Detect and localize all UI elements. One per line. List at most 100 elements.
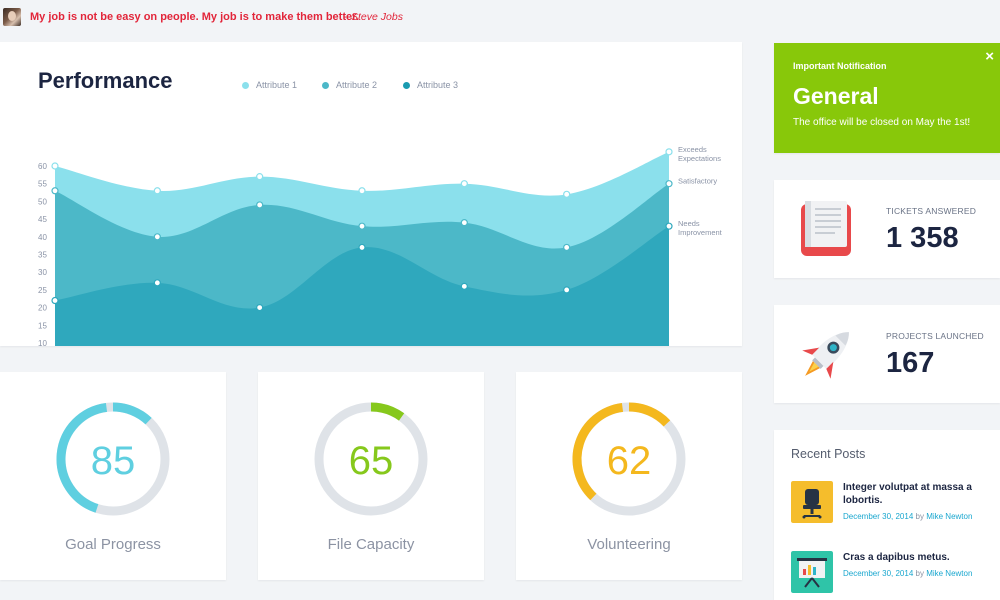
gauge-arc xyxy=(370,402,405,421)
y-tick-label: 20 xyxy=(38,304,47,313)
stat-card-tickets: TICKETS ANSWERED 1 358 xyxy=(774,180,1000,278)
post-title[interactable]: Cras a dapibus metus. xyxy=(843,552,950,563)
data-point-series-3[interactable] xyxy=(460,282,468,290)
stat-value: 167 xyxy=(886,347,935,379)
y-tick-label: 10 xyxy=(38,339,47,346)
data-point-series-3[interactable] xyxy=(358,243,366,252)
data-point-series-1[interactable] xyxy=(256,173,264,181)
gauge-value: 62 xyxy=(606,439,652,483)
y-tick-label: 40 xyxy=(38,233,47,242)
close-icon[interactable]: × xyxy=(985,48,994,65)
recent-posts-title: Recent Posts xyxy=(791,447,866,461)
post-title[interactable]: Integer volutpat at massa a lobortis. xyxy=(843,482,972,506)
post-by: by xyxy=(915,569,924,578)
list-item[interactable]: Cras a dapibus metus. December 30, 2014 … xyxy=(791,551,991,599)
gauge-label: Goal Progress xyxy=(65,536,161,553)
stat-value: 1 358 xyxy=(886,222,959,254)
data-point-series-2[interactable] xyxy=(51,187,59,195)
data-point-series-1[interactable] xyxy=(563,190,571,198)
data-point-series-2[interactable] xyxy=(563,243,571,252)
legend-item-attribute-1[interactable]: Attribute 1 xyxy=(242,80,297,90)
gauge-arc xyxy=(112,402,152,425)
post-author[interactable]: Mike Newton xyxy=(926,512,973,521)
gauge-value: 65 xyxy=(348,439,394,483)
data-point-series-1[interactable] xyxy=(153,187,161,195)
data-point-series-2[interactable] xyxy=(665,180,673,188)
y-tick-label: 15 xyxy=(38,321,47,330)
data-point-series-3[interactable] xyxy=(563,286,571,294)
office-chair-icon xyxy=(791,481,833,523)
right-axis-label: Needs xyxy=(678,219,700,228)
quote-separator: - xyxy=(343,11,347,23)
legend-label: Attribute 3 xyxy=(417,80,459,90)
data-point-series-1[interactable] xyxy=(51,162,59,170)
post-meta: December 30, 2014 by Mike Newton xyxy=(843,512,972,521)
post-meta: December 30, 2014 by Mike Newton xyxy=(843,569,972,578)
y-tick-label: 25 xyxy=(38,286,47,295)
legend-dot xyxy=(403,81,410,89)
gauge-arc xyxy=(56,402,108,513)
stat-label: PROJECTS LAUNCHED xyxy=(886,331,984,341)
stat-label: TICKETS ANSWERED xyxy=(886,206,977,216)
gauge-ring xyxy=(314,402,428,516)
legend-dot xyxy=(242,81,249,89)
performance-title: Performance xyxy=(38,68,173,93)
y-tick-label: 55 xyxy=(38,180,47,189)
gauge-label: Volunteering xyxy=(587,536,671,553)
data-point-series-2[interactable] xyxy=(153,233,161,241)
gauge-value: 85 xyxy=(90,439,136,483)
notification-card: × Important Notification General The off… xyxy=(774,43,1000,153)
quote-author: Steve Jobs xyxy=(351,11,403,23)
notification-heading: Important Notification xyxy=(793,61,887,71)
right-axis-label: Expectations xyxy=(678,154,721,163)
data-point-series-3[interactable] xyxy=(153,279,161,287)
post-date: December 30, 2014 xyxy=(843,569,914,578)
y-tick-label: 60 xyxy=(38,162,47,171)
data-point-series-2[interactable] xyxy=(460,219,468,227)
gauge-label: File Capacity xyxy=(327,536,415,553)
right-axis-label: Improvement xyxy=(678,228,723,237)
legend-item-attribute-3[interactable]: Attribute 3 xyxy=(403,80,458,90)
gauge-card-volunteering: 62 Volunteering xyxy=(516,372,742,580)
legend-item-attribute-2[interactable]: Attribute 2 xyxy=(322,80,377,90)
notebook-icon xyxy=(801,201,851,256)
gauge-card-goal-progress: 85 Goal Progress xyxy=(0,372,226,580)
performance-chart: 1015202530354045505560Label 0Label 0Labe… xyxy=(38,145,723,346)
data-point-series-3[interactable] xyxy=(51,296,59,305)
presentation-board-icon xyxy=(791,551,833,593)
legend-label: Attribute 2 xyxy=(336,80,378,90)
y-tick-label: 35 xyxy=(38,251,47,260)
right-axis-label: Satisfactory xyxy=(678,177,717,186)
y-tick-label: 45 xyxy=(38,215,47,224)
gauge-ring xyxy=(572,402,686,516)
data-point-series-2[interactable] xyxy=(358,222,366,230)
legend-dot xyxy=(322,81,329,89)
gauge-arc xyxy=(628,402,671,427)
gauge-ring xyxy=(56,402,170,516)
y-tick-label: 30 xyxy=(38,268,47,277)
post-date: December 30, 2014 xyxy=(843,512,914,521)
notification-title: General xyxy=(793,83,879,109)
data-point-series-1[interactable] xyxy=(460,180,468,188)
recent-posts-card: Recent Posts Integer volutpat at massa a… xyxy=(774,430,1000,600)
stat-card-projects: PROJECTS LAUNCHED 167 xyxy=(774,305,1000,403)
gauge-arc xyxy=(572,402,624,501)
author-avatar xyxy=(3,8,21,26)
area-series-3 xyxy=(55,226,669,346)
quote-text: My job is not be easy on people. My job … xyxy=(30,11,359,23)
post-author[interactable]: Mike Newton xyxy=(926,569,973,578)
data-point-series-3[interactable] xyxy=(665,222,673,230)
rocket-icon xyxy=(802,332,849,379)
legend-label: Attribute 1 xyxy=(256,80,298,90)
notification-body: The office will be closed on May the 1st… xyxy=(793,117,971,128)
performance-card: 1015202530354045505560Label 0Label 0Labe… xyxy=(0,42,742,346)
data-point-series-3[interactable] xyxy=(256,304,264,312)
data-point-series-1[interactable] xyxy=(358,187,366,195)
data-point-series-1[interactable] xyxy=(665,148,673,156)
data-point-series-2[interactable] xyxy=(256,201,264,209)
y-tick-label: 50 xyxy=(38,197,47,206)
post-by: by xyxy=(915,512,924,521)
list-item[interactable]: Integer volutpat at massa a lobortis. De… xyxy=(791,481,991,529)
gauge-card-file-capacity: 65 File Capacity xyxy=(258,372,484,580)
right-axis-label: Exceeds xyxy=(678,145,707,154)
